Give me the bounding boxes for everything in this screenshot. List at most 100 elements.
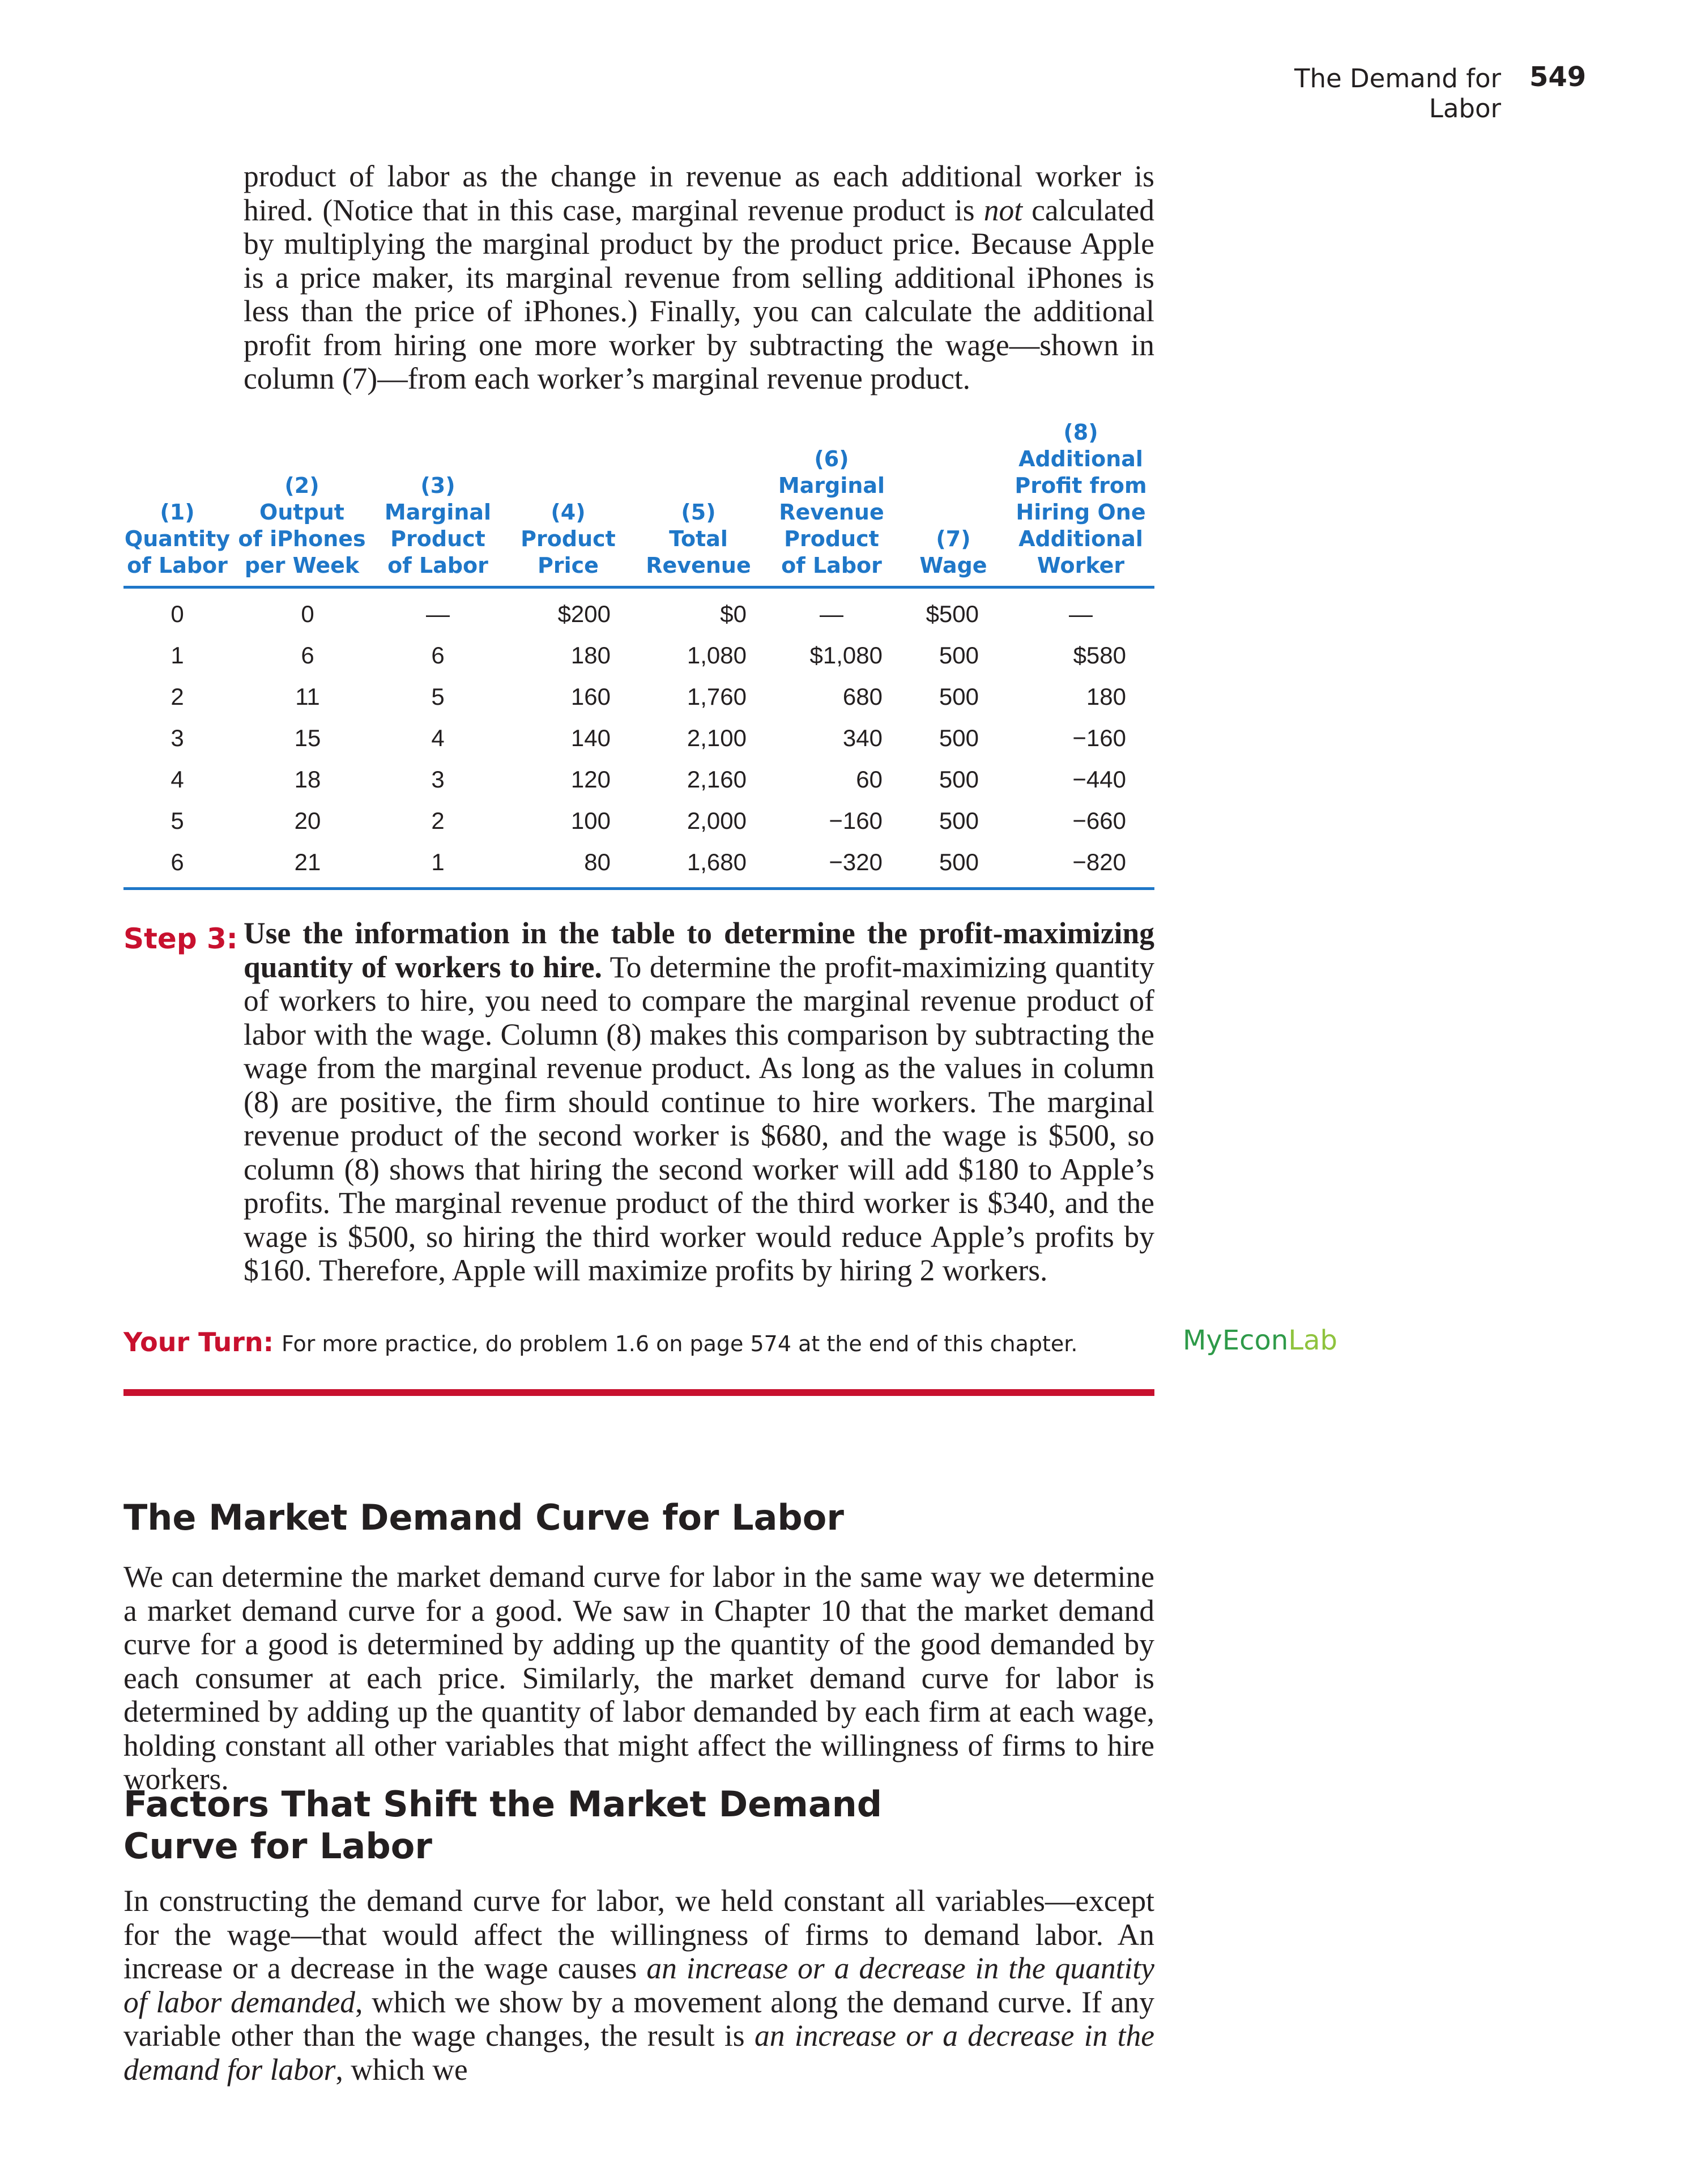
section-divider (123, 1389, 1154, 1396)
table-cell: 15 (294, 724, 321, 751)
table-row: 1 6 6 180 1,080 $1,080 500 $580 (123, 635, 1154, 676)
table-row: 5 20 2 100 2,000 −160 500 −660 (123, 800, 1154, 841)
table-cell: 500 (900, 841, 1007, 890)
myeconlab-link[interactable]: MyEconLab (1183, 1325, 1337, 1356)
table-row: 6 21 1 80 1,680 −320 500 −820 (123, 841, 1154, 890)
table-cell: 6 (301, 641, 314, 669)
column-header-line: Profit from (1014, 473, 1147, 498)
column-header-line: (4) (551, 500, 586, 525)
column-header-line: (5) (681, 500, 716, 525)
table-cell: 2 (170, 683, 184, 710)
your-turn-text: For more practice, do problem 1.6 on pag… (282, 1331, 1078, 1356)
column-header-line: Additional (1018, 526, 1143, 551)
table-cell: 180 (570, 641, 611, 669)
column-header-line: Wage (919, 553, 987, 578)
column-header-line: Marginal (384, 500, 492, 525)
column-header-line: Total (669, 526, 728, 551)
column-header-line: of Labor (127, 553, 228, 578)
table-cell: −160 (829, 807, 883, 834)
column-header-line: (1) (160, 500, 195, 525)
table-cell: 0 (170, 600, 184, 627)
table-cell: 160 (570, 683, 611, 710)
table-row: 0 0 — $200 $0 — $500 — (123, 587, 1154, 635)
table-cell: 80 (503, 841, 633, 890)
table-cell: 6 (431, 641, 445, 669)
table-cell: 340 (842, 724, 883, 751)
column-header: (4) Product Price (503, 419, 633, 589)
column-header-line: Additional (1018, 446, 1143, 471)
table-body: 0 0— $200 $0— $500—1 6 6 180 1,080 $1,080 500 $580 2… (123, 587, 1154, 890)
column-header-line: per Week (244, 553, 360, 578)
table-cell: 500 (939, 807, 979, 834)
column-header-line: Price (538, 553, 599, 578)
table-cell: 500 (939, 683, 979, 710)
table-cell: $200 (557, 600, 611, 627)
table-cell: 1,080 (687, 641, 747, 669)
section-heading-market-demand: The Market Demand Curve for Labor (123, 1497, 844, 1538)
table-cell: 1 (170, 641, 184, 669)
labor-table: (1) Quantity of Labor (2) Output of iPhones pe… (123, 419, 1154, 890)
table-cell: 11 (295, 683, 320, 710)
table-cell: 680 (842, 683, 883, 710)
table-cell: 60 (856, 765, 883, 793)
column-header: (7) Wage (900, 419, 1007, 589)
column-header-line: Marginal (778, 473, 885, 498)
column-header-line: Quantity (124, 526, 231, 551)
column-header: (8) Additional Profit from Hiring One Additi… (1007, 419, 1154, 589)
table-cell: $580 (1073, 641, 1126, 669)
column-header-line: (6) (814, 446, 849, 471)
column-header-line: Output (259, 500, 344, 525)
market-demand-paragraph: We can determine the market demand curve… (123, 1560, 1154, 1796)
column-header: (2) Output of iPhones per Week (231, 419, 373, 589)
column-header: (1) Quantity of Labor (123, 419, 231, 589)
column-header: (3) Marginal Product of Labor (373, 419, 503, 589)
table-cell: — (820, 600, 843, 627)
running-title: The Demand for Labor (1294, 63, 1501, 124)
table-row: 4 18 3 120 2,160 60 500 −440 (123, 759, 1154, 800)
page-number: 549 (1529, 61, 1587, 93)
table-cell: 500 (939, 641, 979, 669)
table-cell: 140 (570, 724, 611, 751)
column-header: (6) Marginal Revenue Product of Labor (764, 419, 900, 589)
table-cell: −320 (764, 841, 900, 890)
table-cell: 3 (431, 765, 445, 793)
table-cell: 2,100 (687, 724, 747, 751)
table-cell: — (426, 600, 450, 627)
table-cell: −660 (1072, 807, 1126, 834)
table-cell: 4 (170, 765, 184, 793)
table-cell: 2,000 (687, 807, 747, 834)
column-header-line: Product (390, 526, 485, 551)
table-cell: −820 (1007, 841, 1154, 890)
factors-paragraph: In constructing the demand curve for lab… (123, 1884, 1155, 2087)
column-header-line: Revenue (646, 553, 751, 578)
column-header: (5) Total Revenue (633, 419, 764, 589)
column-header-line: (3) (420, 473, 455, 498)
table-cell: — (1069, 600, 1093, 627)
column-header-line: Revenue (779, 500, 884, 525)
table-cell: 100 (570, 807, 611, 834)
table-cell: 2,160 (687, 765, 747, 793)
table-cell: 1 (373, 841, 503, 890)
column-header-line: Hiring One (1016, 500, 1146, 525)
column-header-line: of Labor (781, 553, 882, 578)
table-cell: −440 (1072, 765, 1126, 793)
table-cell: $1,080 (809, 641, 883, 669)
table-row: 3 15 4 140 2,100 340 500 −160 (123, 717, 1154, 759)
column-header-line: (2) (284, 473, 319, 498)
column-header-line: (7) (936, 526, 971, 551)
table-cell: 120 (570, 765, 611, 793)
your-turn: Your Turn: For more practice, do problem … (123, 1327, 1077, 1357)
column-header-line: (8) (1063, 420, 1098, 445)
table-header-row: (1) Quantity of Labor (2) Output of iPhones pe… (123, 419, 1154, 589)
table-cell: 5 (170, 807, 184, 834)
table-cell: 5 (431, 683, 445, 710)
table-cell: 18 (294, 765, 321, 793)
table-cell: 20 (294, 807, 321, 834)
column-header-line: Worker (1037, 553, 1125, 578)
intro-paragraph: product of labor as the change in revenu… (244, 159, 1154, 395)
step-3-label: Step 3: (123, 922, 238, 955)
table-cell: 6 (123, 841, 231, 890)
section-heading-factors: Factors That Shift the Market Demand Cur… (123, 1783, 883, 1867)
table-cell: 2 (431, 807, 445, 834)
table-cell: $500 (926, 600, 979, 627)
